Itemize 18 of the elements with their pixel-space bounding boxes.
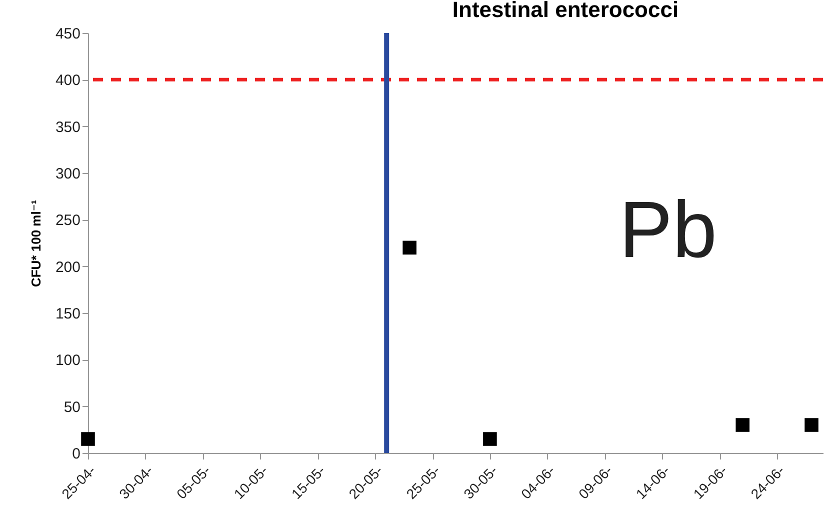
y-axis-title: CFU* 100 ml⁻¹ [28, 200, 44, 288]
y-tick-label: 50 [64, 398, 80, 416]
chart-title: Intestinal enterococci [452, 0, 679, 22]
y-tick-label: 100 [55, 352, 80, 370]
y-tick-label: 0 [72, 446, 80, 462]
y-tick-label: 450 [55, 26, 80, 42]
point [483, 432, 497, 446]
point [402, 240, 416, 255]
y-tick-label: 200 [55, 258, 80, 276]
y-tick-label: 400 [55, 72, 80, 90]
y-tick-label: 300 [55, 166, 80, 182]
y-tick-label: 150 [55, 306, 80, 322]
point [81, 432, 95, 446]
point [804, 418, 818, 432]
point [736, 418, 750, 432]
y-tick-label: 250 [55, 212, 80, 230]
annotation: Pb [619, 185, 717, 274]
y-tick-label: 350 [55, 118, 80, 136]
